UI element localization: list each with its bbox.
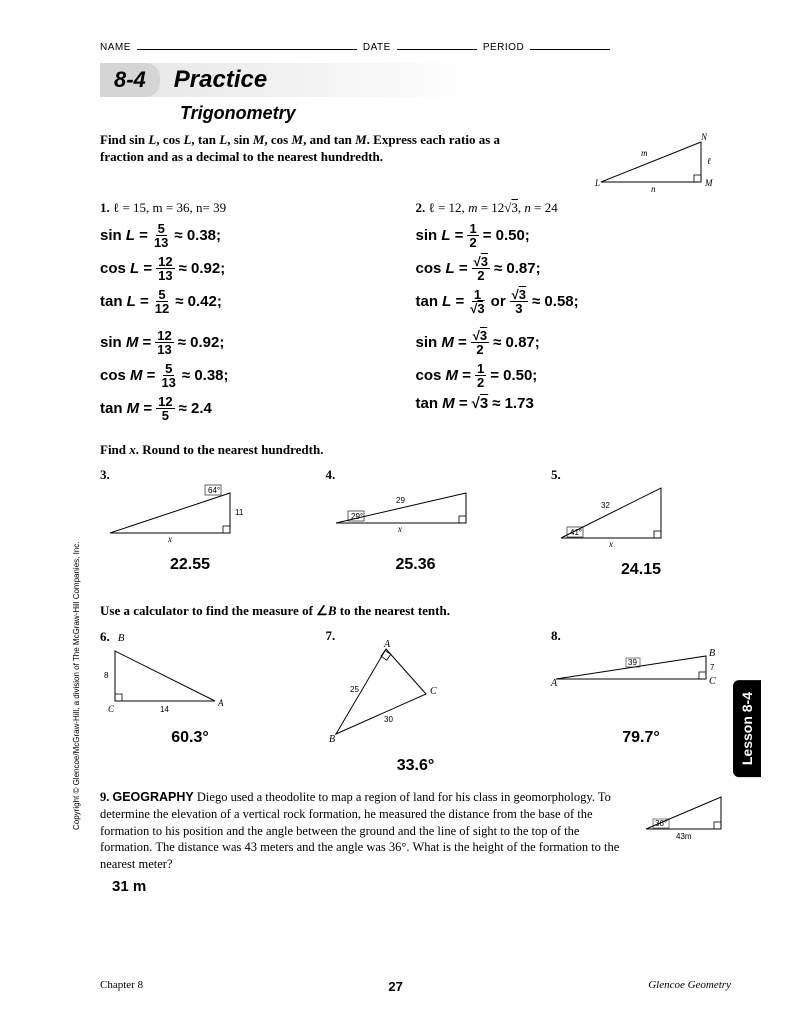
- svg-text:41°: 41°: [570, 528, 582, 537]
- math-line: tan L =1√3or√33≈ 0.58;: [416, 288, 732, 315]
- svg-text:32: 32: [601, 501, 610, 510]
- section-title: Practice: [174, 66, 267, 94]
- svg-text:B: B: [329, 734, 335, 745]
- svg-text:C: C: [430, 686, 437, 697]
- svg-text:29: 29: [396, 496, 405, 505]
- problem-6: 6. B 8 14 C A 60.3°: [100, 628, 280, 775]
- svg-text:43m: 43m: [676, 832, 692, 841]
- svg-text:n: n: [651, 184, 656, 194]
- svg-text:64°: 64°: [208, 486, 220, 495]
- svg-text:x: x: [167, 534, 172, 544]
- problem-4: 4. 29° 29 x 25.36: [326, 467, 506, 579]
- instruction-3: Use a calculator to find the measure of …: [100, 603, 731, 620]
- math-line: cos L =√32≈ 0.87;: [416, 255, 732, 282]
- math-line: cos M =12= 0.50;: [416, 362, 732, 389]
- svg-text:A: A: [217, 698, 224, 708]
- instruction-1: Find sin L, cos L, tan L, sin M, cos M, …: [100, 132, 530, 166]
- name-line: [137, 40, 357, 50]
- svg-text:39: 39: [628, 658, 637, 667]
- lesson-tab: Lesson 8-4: [733, 680, 761, 777]
- problem-9: 9. GEOGRAPHY Diego used a theodolite to …: [100, 789, 731, 898]
- svg-text:30: 30: [384, 715, 393, 724]
- header-fields: NAME DATE PERIOD: [100, 40, 731, 53]
- math-line: tan M =√3≈ 1.73: [416, 395, 732, 412]
- math-line: cos M =513≈ 0.38;: [100, 362, 416, 389]
- problem-7: 7. A B C 25 30 33.6°: [326, 628, 506, 775]
- math-line: sin M =√32≈ 0.87;: [416, 329, 732, 356]
- svg-text:8: 8: [104, 671, 109, 680]
- svg-text:N: N: [700, 132, 708, 142]
- header-triangle: L M N m n ℓ: [591, 132, 731, 192]
- svg-text:25: 25: [350, 685, 359, 694]
- svg-text:A: A: [550, 678, 558, 689]
- svg-text:L: L: [594, 178, 600, 188]
- book-title: Glencoe Geometry: [648, 979, 731, 994]
- copyright: Copyright © Glencoe/McGraw-Hill, a divis…: [72, 541, 81, 830]
- period-line: [530, 40, 610, 50]
- section-number: 8-4: [100, 63, 160, 97]
- date-line: [397, 40, 477, 50]
- svg-text:ℓ: ℓ: [707, 156, 711, 166]
- math-line: cos L =1213≈ 0.92;: [100, 255, 416, 282]
- page-number: 27: [388, 979, 402, 994]
- math-line: tan L =512≈ 0.42;: [100, 288, 416, 315]
- chapter-label: Chapter 8: [100, 979, 143, 994]
- problem-5: 5. 41° 32 x 24.15: [551, 467, 731, 579]
- svg-text:x: x: [608, 539, 613, 549]
- problem-2: 2. ℓ = 12, m = 12√3, n = 24 sin L =12= 0…: [416, 200, 732, 428]
- svg-text:7: 7: [710, 663, 715, 672]
- svg-text:B: B: [709, 648, 715, 659]
- svg-text:A: A: [383, 639, 391, 650]
- problem-8: 8. A B C 39 7 79.7°: [551, 628, 731, 775]
- footer: Chapter 8 27 Glencoe Geometry: [100, 979, 731, 994]
- svg-text:C: C: [709, 676, 716, 687]
- problems-6-8: 6. B 8 14 C A 60.3° 7. A B C 25 30: [100, 628, 731, 775]
- svg-text:36°: 36°: [655, 819, 667, 828]
- period-label: PERIOD: [483, 42, 524, 53]
- math-line: tan M =125≈ 2.4: [100, 395, 416, 422]
- problems-3-5: 3. 64° 11 x 22.55 4. 29° 29 x 25.36: [100, 467, 731, 579]
- name-label: NAME: [100, 42, 131, 53]
- section-bar: 8-4 Practice: [100, 63, 731, 97]
- problem-3: 3. 64° 11 x 22.55: [100, 467, 280, 579]
- section-subtitle: Trigonometry: [180, 103, 731, 124]
- svg-text:14: 14: [160, 705, 169, 714]
- svg-text:11: 11: [235, 508, 244, 517]
- math-line: sin M =1213≈ 0.92;: [100, 329, 416, 356]
- math-line: sin L =513≈ 0.38;: [100, 222, 416, 249]
- svg-text:C: C: [108, 704, 115, 714]
- problem-1: 1. ℓ = 15, m = 36, n= 39 sin L =513≈ 0.3…: [100, 200, 416, 428]
- svg-text:M: M: [704, 178, 713, 188]
- svg-text:29°: 29°: [351, 512, 363, 521]
- math-line: sin L =12= 0.50;: [416, 222, 732, 249]
- p9-triangle: 36° 43m: [641, 789, 731, 844]
- svg-text:x: x: [397, 524, 402, 534]
- svg-text:m: m: [641, 148, 648, 158]
- date-label: DATE: [363, 42, 391, 53]
- instruction-2: Find x. Round to the nearest hundredth.: [100, 442, 731, 459]
